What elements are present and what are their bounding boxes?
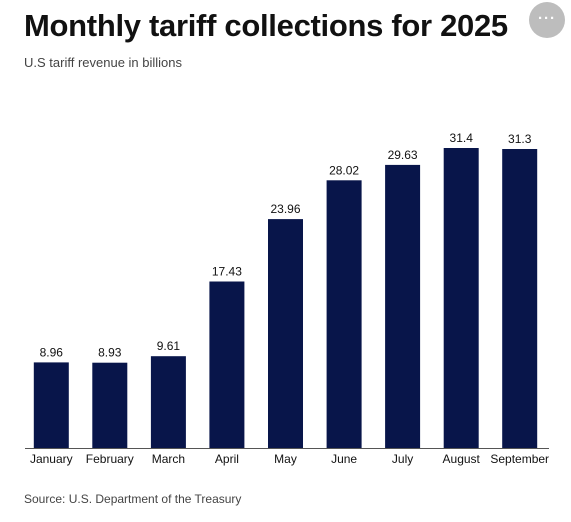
source-note: Source: U.S. Department of the Treasury [24, 492, 242, 506]
x-tick-label: September [490, 452, 549, 466]
bar [209, 281, 245, 448]
bar [268, 219, 303, 448]
more-horizontal-icon: ··· [538, 9, 556, 27]
data-label: 29.63 [388, 148, 418, 162]
x-tick-label: July [392, 452, 413, 466]
bar [502, 149, 538, 448]
data-label: 28.02 [329, 163, 359, 177]
x-tick-label: March [152, 452, 185, 466]
bar [150, 356, 186, 448]
x-tick-label: April [215, 452, 239, 466]
chart-subtitle: U.S tariff revenue in billions [24, 55, 183, 70]
x-tick-label: January [30, 452, 73, 466]
bar [385, 164, 421, 448]
data-label: 8.96 [40, 345, 64, 359]
x-tick-label: February [86, 452, 134, 466]
bar [92, 362, 128, 448]
more-options-button[interactable]: ··· [529, 2, 565, 38]
data-label: 31.3 [508, 132, 532, 146]
x-tick-label: June [331, 452, 357, 466]
chart-title: Monthly tariff collections for 2025 [24, 8, 508, 43]
data-label: 17.43 [212, 265, 242, 279]
data-label: 9.61 [157, 339, 181, 353]
data-label: 8.93 [98, 346, 122, 360]
bar [326, 180, 362, 449]
bar [33, 362, 69, 448]
x-tick-label: May [274, 452, 297, 466]
data-label: 23.96 [270, 202, 300, 216]
x-tick-label: August [443, 452, 481, 466]
bar [443, 148, 479, 448]
data-label: 31.4 [450, 131, 474, 145]
